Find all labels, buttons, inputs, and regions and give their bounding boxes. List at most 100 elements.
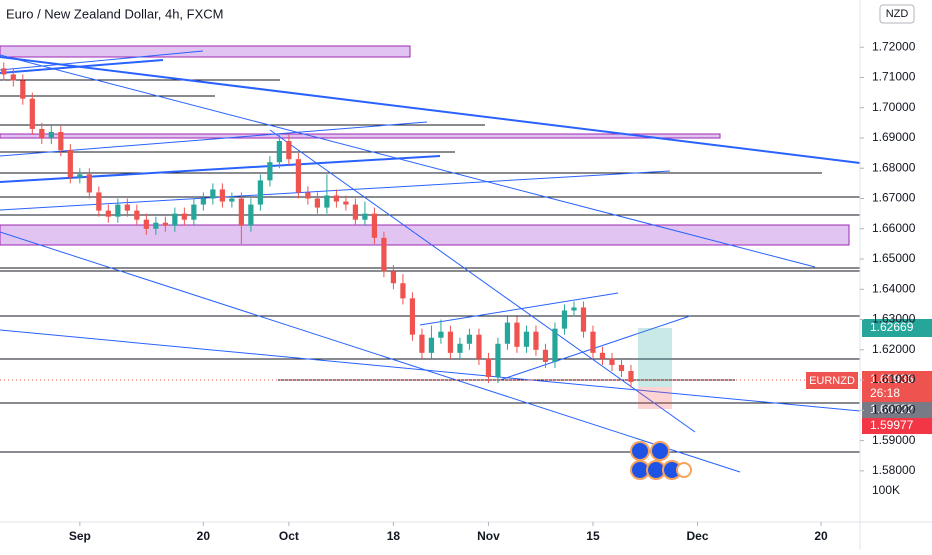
candle-body xyxy=(523,331,530,347)
candle-body xyxy=(48,131,54,138)
trendline xyxy=(269,129,696,433)
stop-price: 1.59977 xyxy=(870,418,914,432)
trendline xyxy=(0,170,671,211)
candle-body xyxy=(181,213,187,220)
candle-body xyxy=(39,128,45,138)
candle-body xyxy=(333,195,340,202)
event-icon xyxy=(650,441,670,461)
candle-body xyxy=(286,141,292,160)
candle-body xyxy=(324,195,330,208)
candle-body xyxy=(229,198,235,202)
trendline xyxy=(0,56,861,164)
trendline xyxy=(0,54,816,268)
candle-body xyxy=(628,370,634,382)
y-tick-label: 1.71000 xyxy=(872,70,916,84)
y-tick-label: 1.70000 xyxy=(872,100,916,114)
y-tick-label: 1.68000 xyxy=(872,160,916,174)
candle-body xyxy=(419,334,425,353)
y-tick-label: 1.65000 xyxy=(872,251,916,265)
levels xyxy=(0,79,860,453)
candle-body xyxy=(618,364,625,371)
position-target xyxy=(638,328,672,387)
symbol-badge xyxy=(806,372,858,389)
candle-body xyxy=(343,201,349,205)
candle-body xyxy=(409,298,416,335)
trendline xyxy=(419,292,619,326)
y-tick-label: 1.62000 xyxy=(872,342,916,356)
candle-body xyxy=(371,213,378,238)
candle-body xyxy=(191,204,197,220)
candle-body xyxy=(153,222,159,229)
candle-body xyxy=(466,334,473,344)
y-tick-label: 1.66000 xyxy=(872,221,916,235)
chart-title: Euro / New Zealand Dollar, 4h, FXCM xyxy=(6,6,223,21)
candle-body xyxy=(267,162,273,181)
y-tick-label: 1.67000 xyxy=(872,191,916,205)
candle-body xyxy=(105,210,111,217)
trendline xyxy=(0,155,441,183)
zone xyxy=(0,45,411,58)
candle-body xyxy=(86,174,92,193)
candle-body xyxy=(428,337,435,353)
x-tick-label: Dec xyxy=(686,529,708,543)
trendline xyxy=(0,50,204,71)
x-tick-label: Nov xyxy=(477,529,500,543)
zone xyxy=(0,133,721,139)
candle-body xyxy=(276,141,282,163)
countdown: 26:18 xyxy=(870,386,900,400)
candle-body xyxy=(115,204,121,217)
events xyxy=(630,441,692,480)
x-tick-label: Sep xyxy=(69,529,91,543)
y-tick-label: 1.61000 xyxy=(872,372,916,386)
candle-body xyxy=(10,74,16,81)
candle-body xyxy=(305,192,311,199)
target-badge xyxy=(862,319,932,337)
last-badge xyxy=(862,371,932,402)
candle-body xyxy=(162,222,168,226)
x-tick-label: 20 xyxy=(197,529,211,543)
candle-body xyxy=(295,159,301,193)
candle-body xyxy=(447,331,454,353)
candle-body xyxy=(542,349,549,362)
y-tick-label: 1.59000 xyxy=(872,433,916,447)
candle-body xyxy=(571,307,577,311)
y-tick-label: 1.58000 xyxy=(872,463,916,477)
y-tick-label: 1.69000 xyxy=(872,130,916,144)
candle-body xyxy=(552,328,558,362)
entry-badge xyxy=(862,402,932,418)
candle-body xyxy=(514,322,520,347)
currency-badge[interactable] xyxy=(879,4,915,24)
candle-body xyxy=(29,98,35,129)
candle-body xyxy=(219,189,225,202)
candle-body xyxy=(210,189,216,199)
candle-body xyxy=(590,331,596,353)
candle-body xyxy=(20,80,26,99)
x-tick-label: 20 xyxy=(814,529,828,543)
position-stop xyxy=(638,387,672,409)
stop-badge xyxy=(862,418,932,434)
candle-body xyxy=(457,343,463,353)
target-price: 1.62669 xyxy=(870,320,914,334)
event-icon xyxy=(630,441,650,461)
event-icon xyxy=(676,462,692,478)
candle-body xyxy=(1,68,7,75)
trendline xyxy=(0,329,861,412)
currency-label[interactable]: NZD xyxy=(886,8,909,20)
volume-label: 100K xyxy=(872,483,900,497)
x-tick-label: Oct xyxy=(279,529,299,543)
candle-body xyxy=(580,307,587,332)
trendline xyxy=(0,231,741,473)
candle-body xyxy=(314,198,321,208)
candle-body xyxy=(485,358,492,378)
candle-body xyxy=(200,198,206,205)
candle-body xyxy=(96,192,102,211)
last-price: 1.60936 xyxy=(870,372,914,386)
candle-body xyxy=(362,213,368,220)
candle-body xyxy=(495,343,501,378)
entry-price: 1.60722 xyxy=(870,402,914,416)
candle-body xyxy=(400,283,406,299)
y-tick-label: 1.63000 xyxy=(872,312,916,326)
candle-body xyxy=(257,180,263,205)
